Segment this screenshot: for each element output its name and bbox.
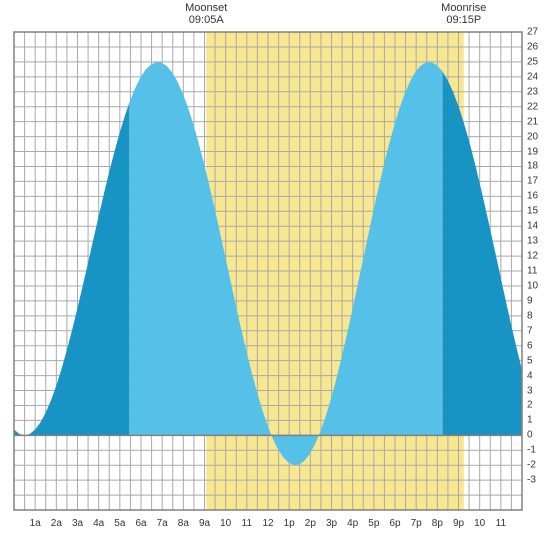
y-tick-label: 16 (527, 191, 538, 202)
y-tick-label: 22 (527, 101, 538, 112)
y-tick-label: 19 (527, 146, 538, 157)
moon-event-label: Moonrise09:15P (441, 2, 486, 26)
x-tick-label: 7a (157, 518, 168, 529)
x-tick-label: 4p (347, 518, 358, 529)
y-tick-label: 25 (527, 56, 538, 67)
x-tick-label: 10 (474, 518, 485, 529)
y-tick-label: 20 (527, 131, 538, 142)
x-tick-label: 8a (178, 518, 189, 529)
y-tick-label: -2 (527, 460, 536, 471)
x-tick-label: 9a (199, 518, 210, 529)
y-tick-label: 6 (527, 340, 533, 351)
x-tick-label: 3a (72, 518, 83, 529)
y-tick-label: 13 (527, 236, 538, 247)
y-tick-label: 18 (527, 161, 538, 172)
x-tick-label: 6p (389, 518, 400, 529)
moon-event-time: 09:15P (441, 14, 486, 26)
x-tick-label: 8p (432, 518, 443, 529)
x-tick-label: 11 (496, 518, 506, 529)
x-tick-label: 10 (220, 518, 231, 529)
x-tick-label: 3p (326, 518, 337, 529)
y-tick-label: 17 (527, 176, 538, 187)
y-tick-label: 7 (527, 325, 533, 336)
x-tick-label: 4a (93, 518, 104, 529)
y-tick-label: 8 (527, 310, 533, 321)
y-tick-label: 23 (527, 86, 538, 97)
y-tick-label: -3 (527, 475, 536, 486)
y-tick-label: 12 (527, 251, 538, 262)
y-tick-label: 3 (527, 385, 533, 396)
y-tick-label: 5 (527, 355, 533, 366)
y-tick-label: 10 (527, 280, 538, 291)
y-tick-label: 24 (527, 71, 538, 82)
x-tick-label: 5p (368, 518, 379, 529)
y-tick-label: 14 (527, 221, 538, 232)
x-tick-label: 1p (284, 518, 295, 529)
x-tick-label: 6a (135, 518, 146, 529)
y-tick-label: 2 (527, 400, 533, 411)
y-tick-label: 21 (527, 116, 538, 127)
moon-event-title: Moonrise (441, 2, 486, 14)
y-tick-label: 15 (527, 206, 538, 217)
x-tick-label: 1a (30, 518, 41, 529)
tide-chart: Moonset09:05A Moonrise09:15P 1a 2a 3a 4a 5a 6a 7… (0, 0, 550, 550)
x-tick-label: 2p (305, 518, 316, 529)
x-tick-label: 9p (453, 518, 464, 529)
y-tick-label: -1 (527, 445, 536, 456)
x-tick-label: 7p (411, 518, 422, 529)
y-tick-label: 0 (527, 430, 533, 441)
x-tick-label: 11 (242, 518, 252, 529)
y-tick-label: 4 (527, 370, 533, 381)
y-tick-label: 26 (527, 41, 538, 52)
y-tick-label: 27 (527, 27, 538, 38)
moon-event-title: Moonset (185, 2, 227, 14)
chart-svg (0, 0, 550, 550)
x-tick-label: 5a (114, 518, 125, 529)
x-tick-label: 2a (51, 518, 62, 529)
moon-event-label: Moonset09:05A (185, 2, 227, 26)
y-tick-label: 1 (527, 415, 533, 426)
moon-event-time: 09:05A (185, 14, 227, 26)
x-tick-label: 12 (262, 518, 273, 529)
y-tick-label: 9 (527, 295, 533, 306)
y-tick-label: 11 (527, 266, 537, 277)
